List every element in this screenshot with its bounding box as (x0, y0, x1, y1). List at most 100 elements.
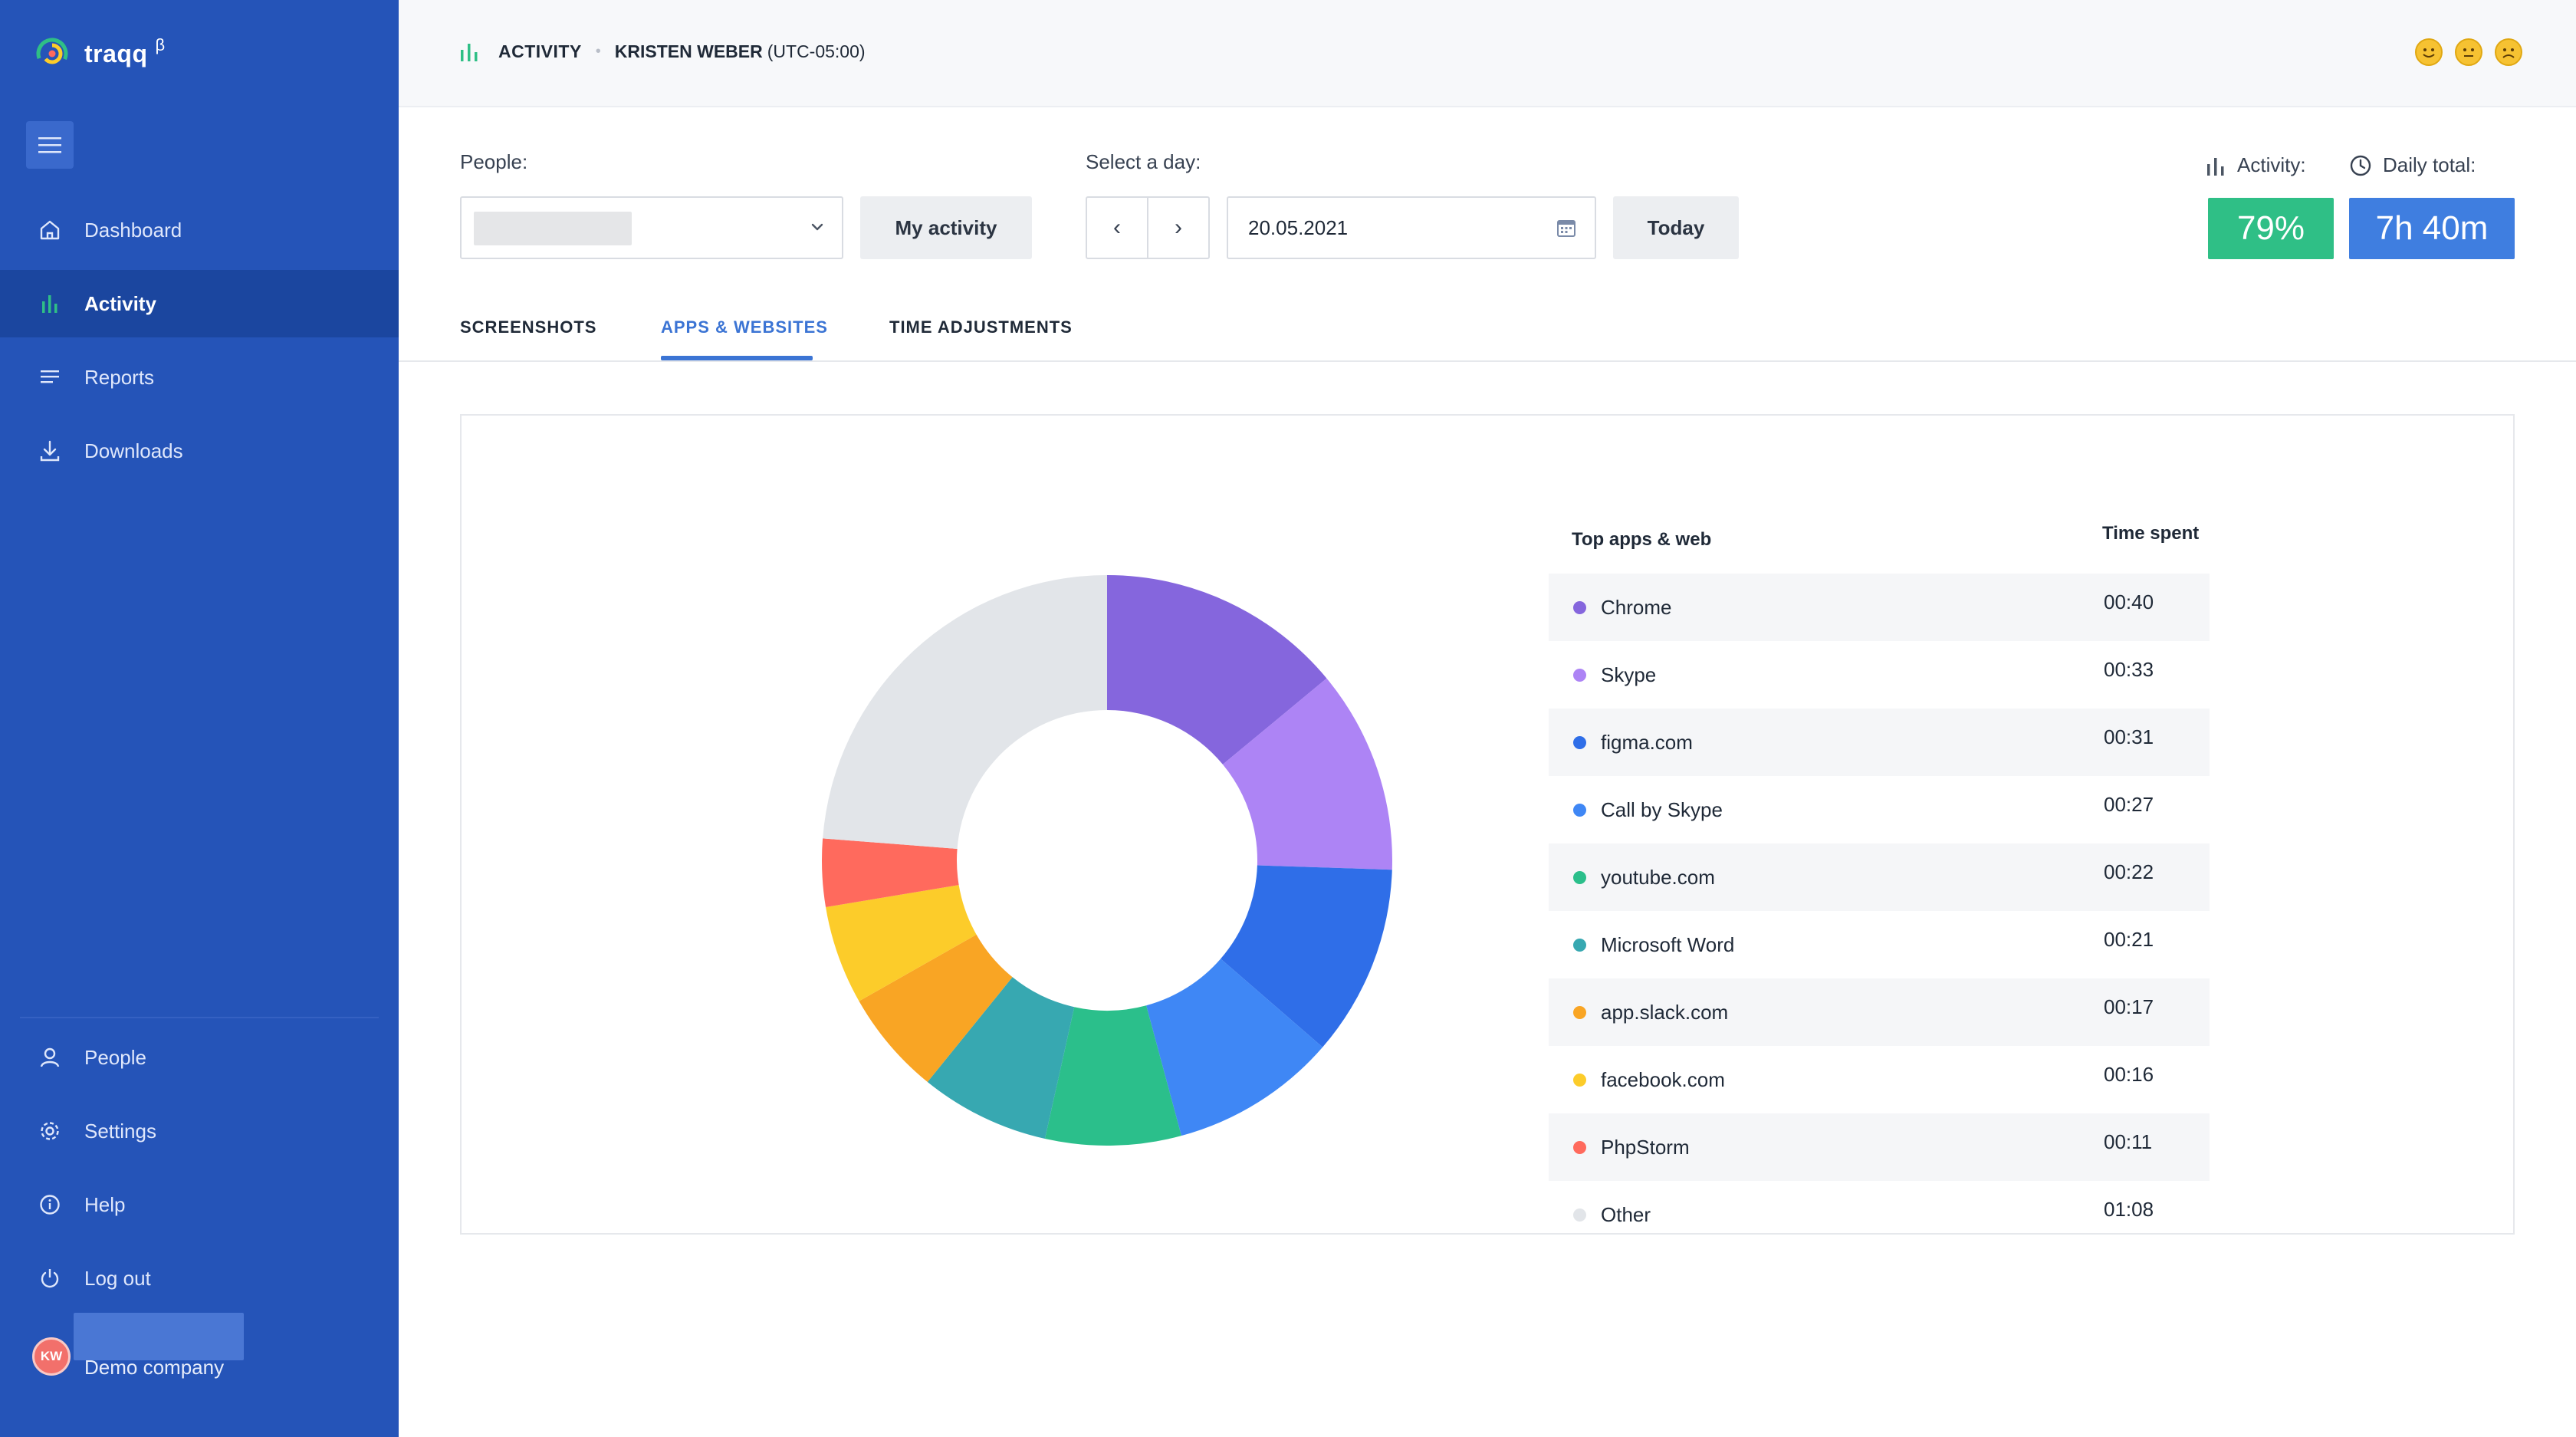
app-name: youtube.com (1601, 866, 1715, 889)
nav-label: Downloads (84, 439, 183, 462)
donut-slice-microsoft-word[interactable] (927, 977, 1075, 1139)
people-select[interactable] (460, 196, 843, 259)
table-row: youtube.com 00:22 (1549, 843, 2210, 911)
download-icon (37, 438, 63, 464)
activity-label-text: Activity: (2237, 153, 2306, 176)
calendar-icon[interactable] (1556, 218, 1576, 238)
time-spent: 00:11 (2104, 1130, 2153, 1153)
nav-help[interactable]: Help (0, 1171, 399, 1238)
nav-people[interactable]: People (0, 1024, 399, 1091)
tab-time-adjustments[interactable]: TIME ADJUSTMENTS (889, 317, 1073, 337)
today-button[interactable]: Today (1613, 196, 1739, 259)
table-row: app.slack.com 00:17 (1549, 978, 2210, 1046)
legend-dot (1573, 1074, 1586, 1087)
table-row: Skype 00:33 (1549, 641, 2210, 709)
user-name-redacted (74, 1313, 244, 1360)
nav-activity[interactable]: Activity (0, 270, 399, 337)
nav-label: Log out (84, 1266, 151, 1290)
breadcrumb-separator: • (595, 42, 601, 60)
power-icon (37, 1265, 63, 1291)
breadcrumb: ACTIVITY • KRISTEN WEBER (UTC-05:00) (460, 40, 866, 63)
legend-dot (1573, 939, 1586, 952)
app-name: Microsoft Word (1601, 933, 1735, 956)
nav-label: People (84, 1045, 146, 1069)
time-spent: 00:33 (2104, 658, 2154, 681)
happy-face-icon[interactable] (2415, 38, 2443, 66)
gear-icon (37, 1118, 63, 1144)
legend-dot (1573, 669, 1586, 682)
app-name: traqq (84, 39, 148, 67)
apps-websites-panel: Top apps & web Time spent Chrome 00:40 Sky… (460, 414, 2515, 1235)
next-day-button[interactable]: › (1147, 198, 1208, 258)
nav-logout[interactable]: Log out (0, 1245, 399, 1312)
column-header-app: Top apps & web (1572, 529, 1712, 550)
sad-face-icon[interactable] (2495, 38, 2522, 66)
traqq-logo-icon (36, 38, 68, 70)
donut-slice-youtube-com[interactable] (1044, 1005, 1181, 1146)
previous-day-button[interactable]: ‹ (1113, 215, 1121, 240)
app-logo[interactable]: traqq β (35, 31, 165, 77)
table-row: facebook.com 00:16 (1549, 1046, 2210, 1113)
day-navigation: ‹ › (1086, 196, 1210, 259)
app-name: figma.com (1601, 731, 1693, 754)
nav-settings[interactable]: Settings (0, 1097, 399, 1165)
donut-slice-phpstorm[interactable] (822, 838, 959, 908)
list-icon (37, 364, 63, 390)
user-icon (37, 1044, 63, 1070)
time-spent: 00:22 (2104, 860, 2154, 883)
nav-dashboard[interactable]: Dashboard (0, 196, 399, 264)
avatar: KW (32, 1337, 71, 1376)
breadcrumb-person: KRISTEN WEBER (614, 41, 763, 61)
nav-label: Reports (84, 365, 155, 389)
app-name: app.slack.com (1601, 1001, 1729, 1024)
menu-toggle-button[interactable] (26, 121, 74, 169)
legend-dot (1573, 1141, 1586, 1154)
table-row: Microsoft Word 00:21 (1549, 911, 2210, 978)
nav-downloads[interactable]: Downloads (0, 417, 399, 485)
daily-total-label-text: Daily total: (2383, 153, 2476, 176)
app-name: Skype (1601, 663, 1657, 686)
info-icon (37, 1192, 63, 1218)
people-label: People: (460, 150, 528, 173)
my-activity-button[interactable]: My activity (860, 196, 1032, 259)
legend-dot (1573, 1006, 1586, 1019)
date-input[interactable]: 20.05.2021 (1227, 196, 1596, 259)
legend-dot (1573, 736, 1586, 749)
bar-chart-icon (37, 291, 63, 317)
current-user[interactable]: KW Demo company (29, 1313, 382, 1389)
legend-dot (1573, 804, 1586, 817)
donut-slice-chrome[interactable] (1107, 575, 1327, 765)
donut-slice-skype[interactable] (1222, 678, 1392, 870)
activity-percentage: 79% (2208, 198, 2334, 259)
beta-mark: β (155, 35, 166, 54)
time-spent: 00:31 (2104, 725, 2154, 748)
donut-slice-app-slack-com[interactable] (859, 934, 1013, 1083)
donut-slice-other[interactable] (823, 575, 1107, 849)
daily-total-value: 7h 40m (2349, 198, 2515, 259)
time-spent: 00:16 (2104, 1063, 2154, 1086)
active-tab-indicator (661, 356, 813, 360)
column-header-time: Time spent (2102, 523, 2200, 544)
app-name: PhpStorm (1601, 1136, 1690, 1159)
app-name: Other (1601, 1203, 1651, 1226)
tab-screenshots[interactable]: SCREENSHOTS (460, 317, 597, 337)
nav-reports[interactable]: Reports (0, 344, 399, 411)
neutral-face-icon[interactable] (2455, 38, 2482, 66)
donut-slice-call-by-skype[interactable] (1146, 959, 1323, 1136)
donut-slice-facebook-com[interactable] (826, 885, 977, 1001)
table-row: Call by Skype 00:27 (1549, 776, 2210, 843)
app-name: facebook.com (1601, 1068, 1725, 1091)
bar-chart-icon (461, 44, 478, 61)
filters-bar: People: My activity Select a day: ‹ › 20… (460, 146, 2530, 268)
tab-apps-websites[interactable]: APPS & WEBSITES (661, 317, 828, 337)
table-row: figma.com 00:31 (1549, 709, 2210, 776)
table-header: Top apps & web Time spent (1549, 506, 2210, 574)
sidebar: traqq β Dashboard Activity Reports Downl… (0, 0, 399, 1437)
hamburger-icon (38, 137, 61, 153)
top-apps-table: Top apps & web Time spent Chrome 00:40 Sky… (1549, 506, 2210, 1248)
donut-slice-figma-com[interactable] (1221, 865, 1392, 1047)
date-value: 20.05.2021 (1248, 215, 1349, 239)
chevron-down-icon (811, 223, 823, 231)
time-spent: 00:17 (2104, 995, 2154, 1018)
table-row: Other 01:08 (1549, 1181, 2210, 1248)
